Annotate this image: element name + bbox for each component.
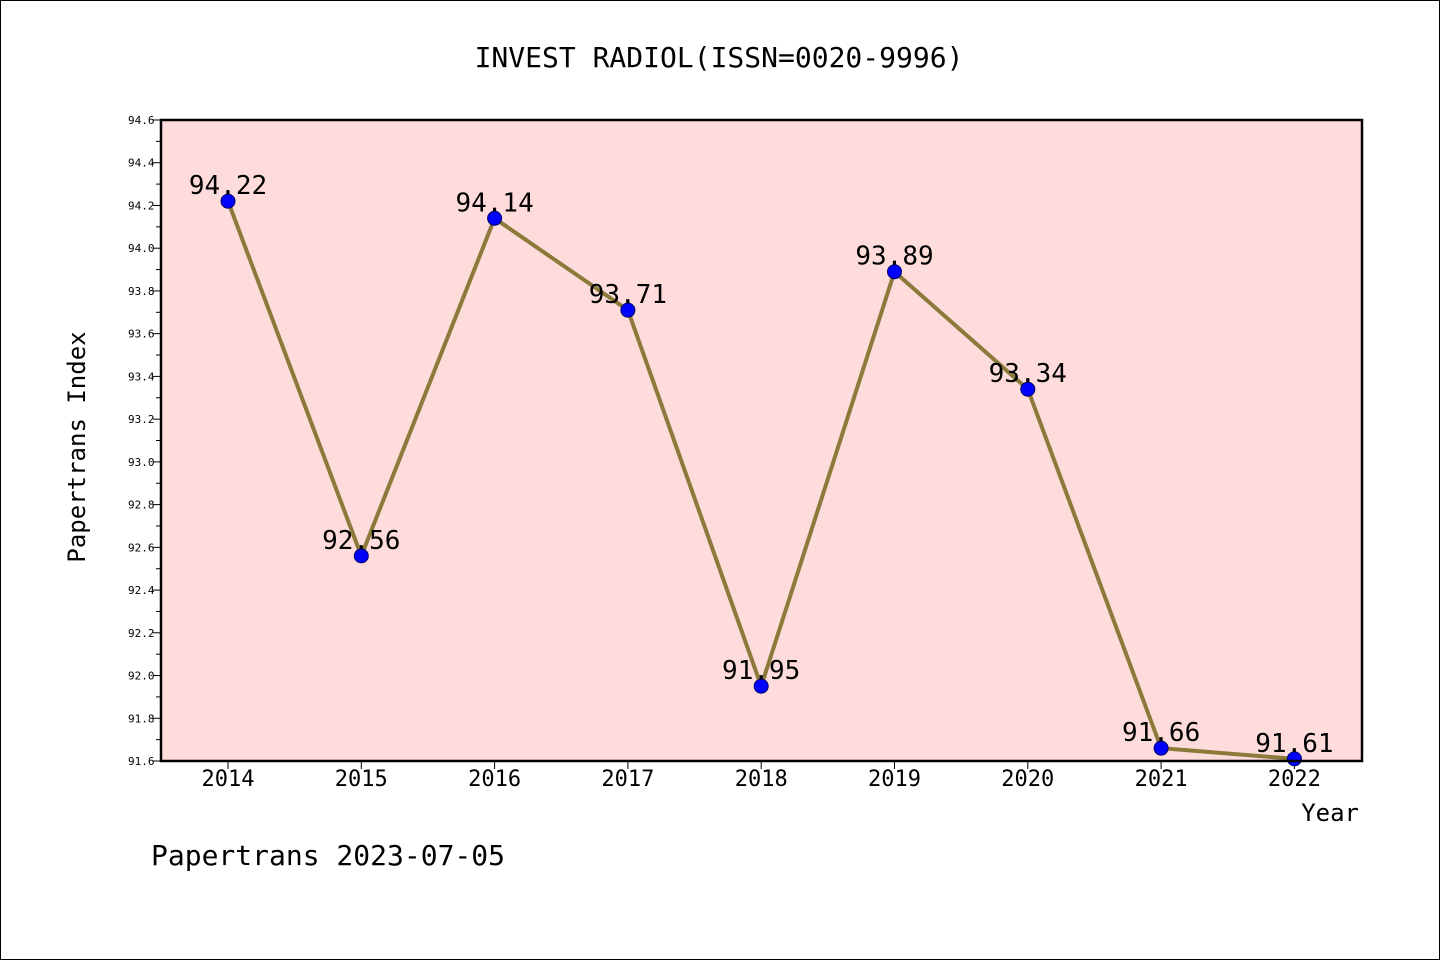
data-label: 93.34 bbox=[989, 359, 1067, 389]
data-point bbox=[1020, 381, 1036, 397]
y-tick-label: 94.6 bbox=[128, 114, 155, 127]
y-tick-label: 93.0 bbox=[128, 456, 155, 469]
chart-title: INVEST RADIOL(ISSN=0020-9996) bbox=[475, 41, 964, 74]
y-tick-label: 94.0 bbox=[128, 242, 155, 255]
y-tick-label: 93.2 bbox=[128, 413, 155, 426]
plot-area: 91.6 91.8 92.0 92.2 92.4 92.6 92.8 93.0 93.2 93.4… bbox=[128, 114, 1364, 792]
y-tick-label: 92.0 bbox=[128, 670, 155, 683]
y-tick-label: 92.4 bbox=[128, 584, 155, 597]
data-point bbox=[753, 678, 769, 694]
data-label: 94.22 bbox=[189, 171, 267, 201]
footer-watermark: Papertrans 2023-07-05 bbox=[151, 839, 505, 872]
y-axis-title: Papertrans Index bbox=[63, 331, 91, 562]
data-label: 93.71 bbox=[589, 280, 667, 310]
data-label: 91.95 bbox=[722, 656, 800, 686]
y-tick-label: 92.2 bbox=[128, 627, 155, 640]
x-tick-label: 2015 bbox=[335, 767, 388, 792]
data-point bbox=[620, 302, 636, 318]
data-label: 91.66 bbox=[1122, 718, 1200, 748]
y-tick-label: 91.8 bbox=[128, 712, 155, 725]
data-label: 93.89 bbox=[855, 242, 933, 272]
x-tick-label: 2016 bbox=[468, 767, 521, 792]
x-tick-label: 2020 bbox=[1001, 767, 1054, 792]
x-tick-label: 2018 bbox=[735, 767, 788, 792]
data-label: 92.56 bbox=[322, 526, 400, 556]
x-axis-title: Year bbox=[1301, 799, 1359, 827]
y-tick-label: 94.2 bbox=[128, 199, 155, 212]
data-point bbox=[1153, 740, 1169, 756]
y-tick-label: 91.6 bbox=[128, 755, 155, 768]
x-tick-label: 2019 bbox=[868, 767, 921, 792]
y-tick-label: 93.4 bbox=[128, 370, 155, 383]
y-tick-label: 93.8 bbox=[128, 285, 155, 298]
data-point bbox=[353, 548, 369, 564]
y-tick-label: 92.8 bbox=[128, 499, 155, 512]
y-tick-label: 94.4 bbox=[128, 157, 155, 170]
data-label: 94.14 bbox=[455, 188, 533, 218]
plot-border bbox=[159, 118, 1364, 763]
x-tick-label: 2014 bbox=[202, 767, 255, 792]
plot-background bbox=[161, 120, 1362, 761]
data-point bbox=[887, 264, 902, 280]
data-point bbox=[487, 210, 503, 226]
data-point bbox=[220, 193, 236, 209]
y-tick-label: 92.6 bbox=[128, 541, 155, 554]
y-tick-label: 93.6 bbox=[128, 328, 155, 341]
x-tick-label: 2021 bbox=[1135, 767, 1188, 792]
data-label: 91.61 bbox=[1255, 729, 1333, 759]
x-tick-label: 2022 bbox=[1268, 767, 1321, 792]
data-point bbox=[1286, 751, 1302, 767]
x-tick-label: 2017 bbox=[601, 767, 654, 792]
